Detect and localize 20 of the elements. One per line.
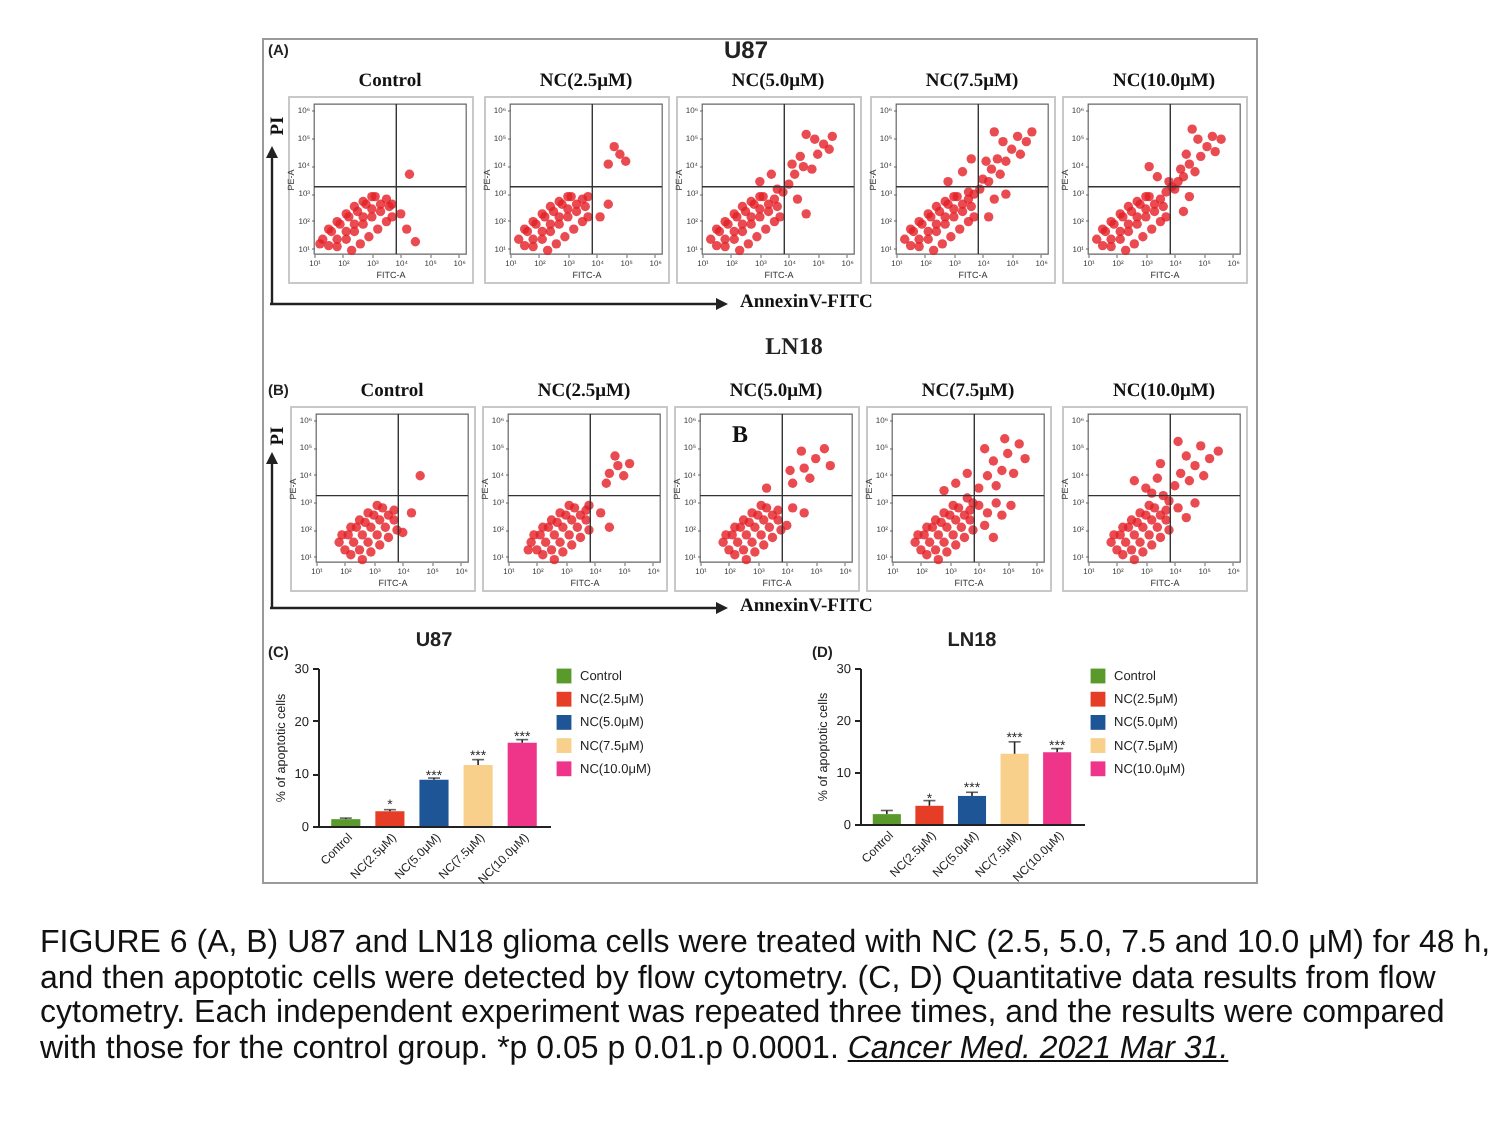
chart-title: NC(10.0μM) — [1112, 72, 1216, 93]
chart-title: NC(5.0μM) — [729, 382, 823, 403]
chart-title: LN18 — [947, 630, 998, 652]
chart-title: NC(2.5μM) — [539, 72, 633, 93]
chart-title: NC(10.0μM) — [1112, 382, 1216, 403]
chart-title: NC(2.5μM) — [537, 382, 631, 403]
chart-title: NC(7.5μM) — [921, 382, 1015, 403]
chart-title: U87 — [415, 630, 454, 652]
chart-title: NC(5.0μM) — [731, 72, 825, 93]
text: AnnexinV-FITC — [740, 292, 873, 314]
chart-title: Control — [358, 72, 423, 93]
annotation: B — [731, 420, 749, 448]
text: Cancer Med. 2021 Mar 31. — [847, 1031, 1229, 1065]
text: AnnexinV-FITC — [740, 596, 873, 618]
chart-title: NC(7.5μM) — [925, 72, 1019, 93]
text: PI — [268, 426, 290, 446]
text: U87 — [723, 36, 769, 64]
text: LN18 — [765, 332, 823, 360]
chart-title: Control — [360, 382, 425, 403]
text: PI — [268, 116, 290, 136]
